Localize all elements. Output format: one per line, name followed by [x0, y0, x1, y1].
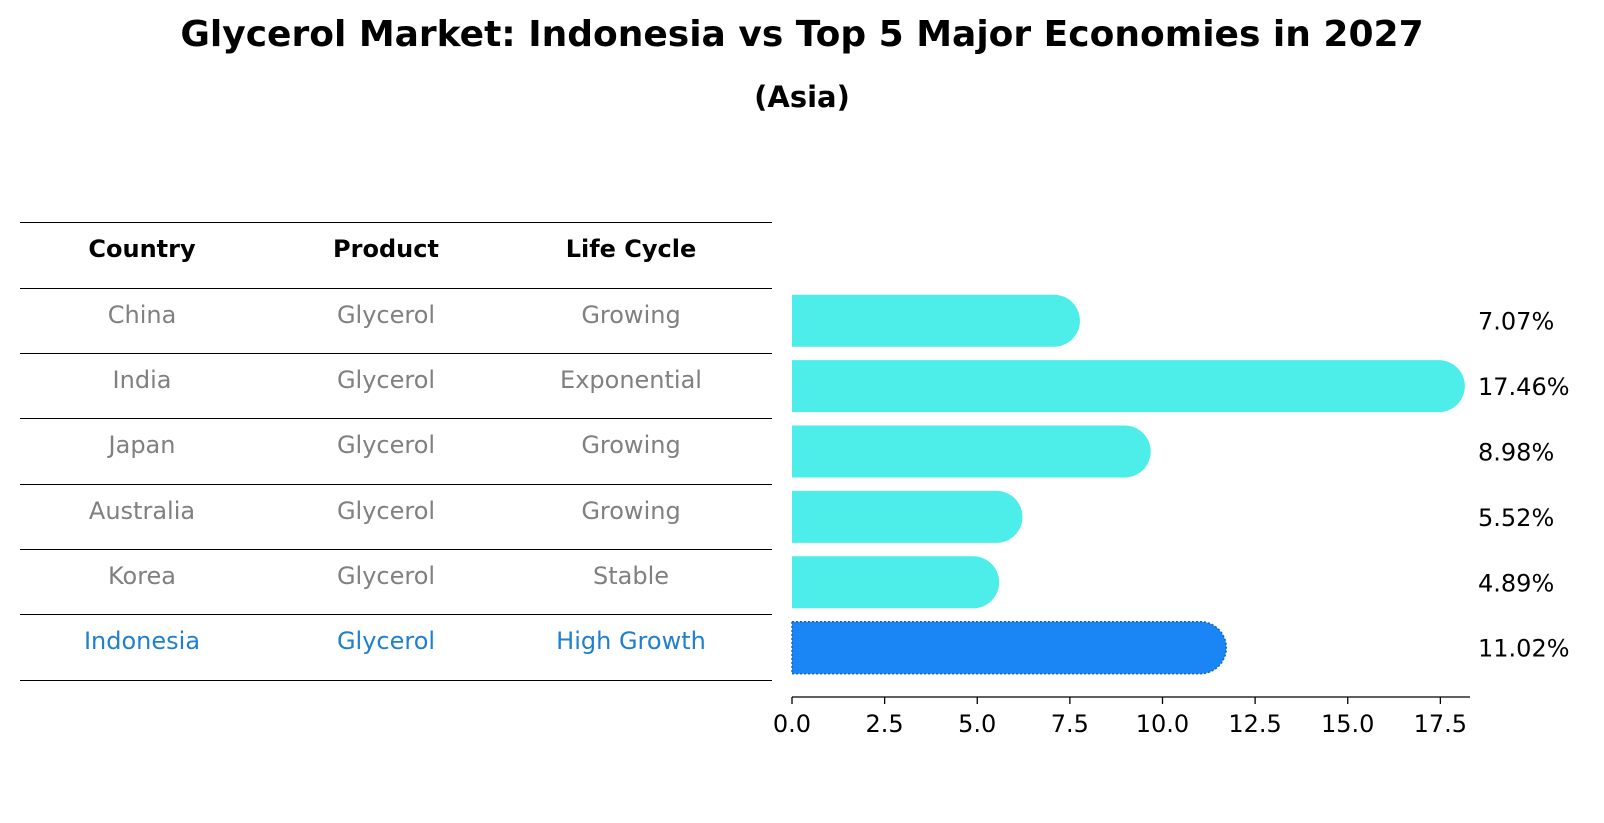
x-tick-label: 15.0	[1321, 710, 1374, 738]
table-cell-country: Korea	[107, 562, 177, 590]
table-rule	[20, 484, 772, 485]
chart-subtitle: (Asia)	[754, 80, 850, 114]
x-tick-label: 0.0	[773, 710, 811, 738]
bar	[792, 294, 1080, 347]
bar-value-label: 8.98%	[1478, 439, 1554, 467]
x-tick-label: 10.0	[1136, 710, 1189, 738]
table-cell-country: India	[112, 366, 172, 394]
bar-value-label: 4.89%	[1478, 569, 1554, 597]
table-cell-country: Japan	[108, 431, 176, 459]
table-cell-country: China	[107, 301, 177, 329]
bar-value-label: 17.46%	[1478, 373, 1570, 401]
x-tick-label: 5.0	[958, 710, 996, 738]
bar-value-label: 5.52%	[1478, 504, 1554, 532]
bar	[792, 425, 1151, 478]
table-cell-life-cycle: High Growth	[556, 627, 706, 655]
table-header-country: Country	[88, 235, 196, 263]
table-cell-country: Australia	[88, 497, 196, 525]
table-cell-product: Glycerol	[336, 497, 436, 525]
table-rule	[20, 549, 772, 550]
x-tick-label: 17.5	[1414, 710, 1467, 738]
bar	[791, 620, 1228, 675]
bar	[792, 490, 1023, 543]
table-rule	[20, 222, 772, 223]
table-cell-life-cycle: Growing	[581, 431, 681, 459]
bar-value-label: 7.07%	[1478, 308, 1554, 336]
table-cell-product: Glycerol	[336, 562, 436, 590]
table-rule	[20, 418, 772, 419]
table-rule	[20, 353, 772, 354]
table-cell-product: Glycerol	[336, 431, 436, 459]
table-cell-country: Indonesia	[83, 627, 201, 655]
table-cell-product: Glycerol	[336, 627, 436, 655]
x-tick-label: 2.5	[866, 710, 904, 738]
bar	[792, 556, 1000, 609]
x-tick-label: 7.5	[1051, 710, 1089, 738]
table-cell-life-cycle: Growing	[581, 497, 681, 525]
table-rule	[20, 288, 772, 289]
table-cell-product: Glycerol	[336, 301, 436, 329]
table-cell-product: Glycerol	[336, 366, 436, 394]
table-cell-life-cycle: Stable	[592, 562, 670, 590]
table-header-life-cycle: Life Cycle	[565, 235, 697, 263]
chart-title: Glycerol Market: Indonesia vs Top 5 Majo…	[180, 14, 1424, 55]
table-header-product: Product	[333, 235, 439, 263]
table-cell-life-cycle: Growing	[581, 301, 681, 329]
table-rule	[20, 614, 772, 615]
x-tick-label: 12.5	[1228, 710, 1281, 738]
bar-value-label: 11.02%	[1478, 635, 1570, 663]
table-rule	[20, 680, 772, 681]
bar	[792, 360, 1465, 413]
table-cell-life-cycle: Exponential	[560, 366, 702, 394]
